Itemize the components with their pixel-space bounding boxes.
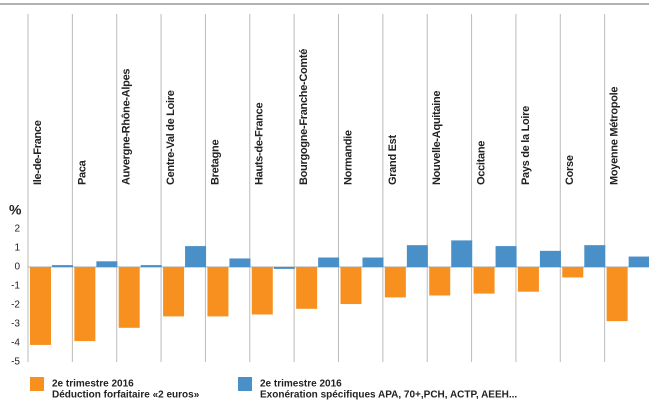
y-tick-label: -2 [11,300,20,311]
y-tick-label: 1 [14,243,20,254]
bar [429,267,451,296]
x-tick-label: Centre-Val de Loire [165,90,177,185]
x-tick-label: Pays de la Loire [520,106,532,185]
x-tick-label: Moyenne Métropole [609,87,621,185]
bar [340,267,362,305]
bar [30,267,51,345]
legend-label: Exonération spécifiques APA, 70+,PCH, AC… [260,390,517,401]
y-tick-label: -5 [11,357,20,368]
bar [628,256,649,267]
legend-period: 2e trimestre 2016 [52,379,134,390]
x-tick-label: Corse [564,155,576,185]
x-tick-label: Auvergne-Rhône-Alpes [121,69,133,185]
bar [384,267,406,298]
x-tick-label: Nouvelle-Aquitaine [431,91,443,185]
y-tick-label: -4 [11,338,20,349]
x-tick-label: Occitane [475,141,487,185]
bar [296,267,318,309]
bar [251,267,273,315]
bar [118,267,140,328]
legend-period: 2e trimestre 2016 [260,379,342,390]
bar [96,261,118,267]
x-tick-label: Ile-de-France [32,120,44,185]
bar [517,267,539,292]
bar [362,257,384,267]
y-tick-label: -1 [11,281,20,292]
legend-swatch [30,377,44,391]
y-tick-label: -3 [11,319,20,330]
bar [495,246,517,267]
bar [562,267,584,278]
bar [185,246,207,267]
bar [163,267,185,317]
bar [140,265,162,267]
bar [606,267,628,322]
x-tick-label: Hauts-de-France [254,103,266,185]
bar [74,267,96,342]
x-tick-label: Grand Est [387,134,399,185]
bar [539,250,561,267]
x-tick-label: Paca [76,159,88,185]
x-tick-label: Normandie [342,130,354,185]
y-tick-label: 2 [14,224,20,235]
bar [451,240,473,267]
legend-label: Déduction forfaitaire «2 euros» [52,390,200,401]
bar [584,245,606,267]
bar [318,257,340,267]
bar [473,267,495,294]
legend-swatch [238,377,252,391]
bar [406,245,428,267]
y-axis-label: % [9,202,22,218]
bar [229,258,251,267]
bar [273,267,295,269]
x-tick-label: Bretagne [209,140,221,185]
bar [52,265,73,267]
bar [207,267,229,317]
x-tick-label: Bourgogne-Franche-Comté [298,49,310,185]
y-tick-label: 0 [14,262,20,273]
